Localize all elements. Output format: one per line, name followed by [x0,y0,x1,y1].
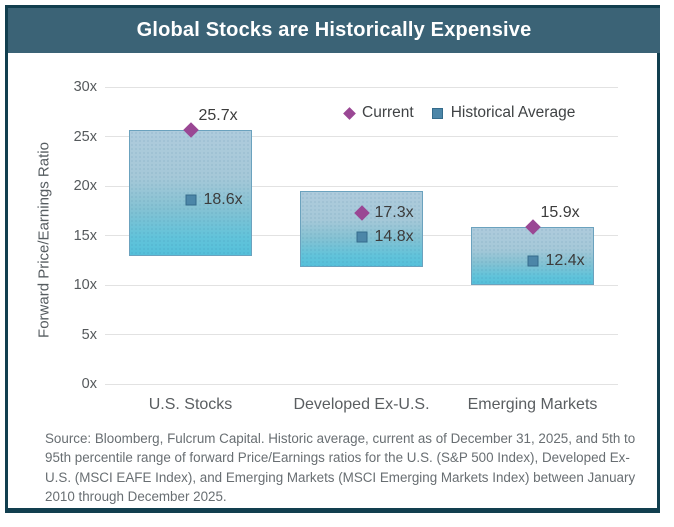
y-tick-label-5x: 5x [81,326,97,343]
historical-average-value-label-emerging-markets: 12.4x [545,252,585,270]
y-tick-label-30x: 30x [73,79,97,95]
legend-item-historical-average: Historical Average [431,104,576,122]
current-value-label-emerging-markets: 15.9x [540,203,580,221]
legend-item-current: Current [343,104,414,122]
current-value-label-u-s-stocks: 25.7x [198,106,238,124]
diamond-icon [343,106,356,120]
historical-average-marker-developed-ex-u-s [356,231,367,243]
y-tick-label-15x: 15x [73,227,97,244]
gridline-30x [105,86,618,88]
square-icon [431,107,443,119]
y-tick-label-20x: 20x [73,178,97,194]
historical-average-value-label-developed-ex-u-s: 14.8x [374,228,414,246]
legend-label: Historical Average [450,104,576,121]
historical-average-marker-u-s-stocks [185,194,196,206]
legend-label: Current [362,104,414,121]
historical-average-value-label-u-s-stocks: 18.6x [203,190,243,208]
category-label-u-s-stocks: U.S. Stocks [148,396,233,413]
gridline-25x [105,136,618,137]
y-tick-label-0x: 0x [81,376,97,392]
source-note: Source: Bloomberg, Fulcrum Capital. Hist… [45,431,636,504]
gridline-0x [105,383,618,385]
y-tick-label-25x: 25x [73,128,97,145]
current-value-label-developed-ex-u-s: 17.3x [374,203,414,221]
chart-title-bar: Global Stocks are Historically Expensive [8,8,660,53]
y-tick-label-10x: 10x [73,277,97,293]
chart-title: Global Stocks are Historically Expensive [136,19,532,41]
gridline-5x [105,334,618,335]
gridline-20x [105,185,618,187]
category-label-developed-ex-u-s: Developed Ex-U.S. [293,396,430,413]
historical-average-marker-emerging-markets [527,255,538,267]
gridline-10x [105,284,618,286]
range-bar-developed-ex-u-s [300,190,423,268]
category-label-emerging-markets: Emerging Markets [467,396,598,413]
legend: Current Historical Average [343,104,576,122]
